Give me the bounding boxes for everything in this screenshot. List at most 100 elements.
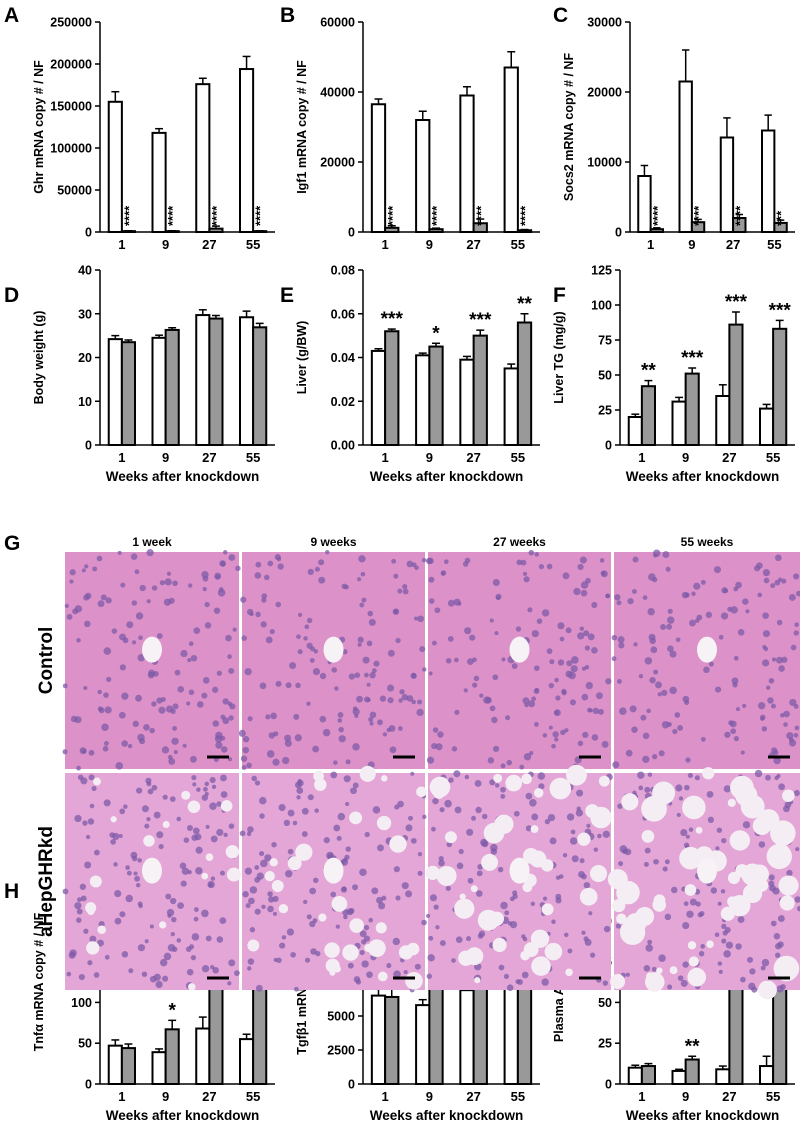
- nucleus: [122, 637, 129, 644]
- nucleus: [762, 630, 771, 638]
- nucleus: [84, 861, 92, 869]
- panel-letter: B: [280, 4, 295, 27]
- nucleus: [537, 772, 546, 780]
- nucleus: [677, 725, 684, 731]
- nucleus: [402, 584, 408, 590]
- nucleus: [583, 630, 590, 637]
- nucleus: [595, 692, 603, 700]
- lipid-droplet: [770, 820, 796, 846]
- nucleus: [304, 957, 311, 963]
- significance: ****: [385, 205, 400, 226]
- nucleus: [740, 976, 746, 983]
- nucleus: [597, 708, 604, 715]
- nucleus: [333, 824, 341, 832]
- nucleus: [220, 735, 226, 741]
- nucleus: [210, 835, 218, 843]
- nucleus: [733, 736, 740, 742]
- nucleus: [272, 911, 277, 916]
- nucleus: [555, 875, 561, 880]
- bar: [684, 372, 700, 447]
- nucleus: [255, 611, 261, 618]
- nucleus: [146, 549, 154, 557]
- nucleus: [567, 948, 573, 954]
- nucleus: [775, 952, 781, 958]
- lipid-droplet: [381, 775, 388, 782]
- significance: **: [517, 294, 532, 315]
- nucleus: [170, 931, 175, 937]
- bar: [164, 1028, 180, 1086]
- x-tick-label: 27: [202, 1089, 216, 1104]
- nucleus: [168, 758, 176, 765]
- nucleus: [354, 672, 361, 678]
- nucleus: [79, 747, 87, 755]
- y-axis-label: Liver TG (mg/g): [552, 311, 566, 403]
- nucleus: [577, 563, 584, 571]
- y-tick-label: 100: [71, 996, 92, 1010]
- nucleus: [101, 723, 109, 732]
- nucleus: [261, 597, 267, 603]
- lipid-droplet: [585, 804, 600, 818]
- nucleus: [687, 772, 693, 779]
- micrograph: [425, 549, 612, 770]
- lipid-droplet: [470, 885, 478, 893]
- nucleus: [275, 680, 282, 687]
- nucleus: [491, 716, 498, 724]
- nucleus: [576, 789, 584, 797]
- nucleus: [737, 628, 745, 636]
- nucleus: [139, 738, 146, 745]
- nucleus: [306, 701, 311, 706]
- y-tick-label: 50: [598, 996, 612, 1010]
- nucleus: [554, 737, 559, 742]
- x-tick-label: 27: [722, 1089, 736, 1104]
- lipid-droplet: [641, 795, 667, 822]
- nucleus: [286, 928, 295, 936]
- nucleus: [336, 835, 342, 841]
- nucleus: [190, 955, 197, 961]
- nucleus: [583, 881, 591, 889]
- nucleus: [517, 979, 523, 985]
- bar: [627, 416, 643, 446]
- nucleus: [414, 963, 421, 970]
- nucleus: [147, 671, 155, 679]
- nucleus: [149, 975, 157, 983]
- lipid-droplet: [86, 941, 100, 955]
- nucleus: [761, 726, 768, 732]
- nucleus: [210, 876, 216, 881]
- nucleus: [783, 722, 788, 727]
- nucleus: [568, 671, 576, 680]
- y-tick-label: 0.04: [331, 351, 355, 365]
- y-tick-label: 10000: [587, 156, 622, 170]
- nucleus: [789, 698, 797, 707]
- nucleus: [172, 703, 179, 710]
- nucleus: [501, 657, 506, 662]
- lipid-droplet: [544, 942, 563, 961]
- nucleus: [91, 785, 97, 791]
- nucleus: [778, 665, 785, 672]
- nucleus: [319, 715, 327, 723]
- x-tick-label: 1: [638, 450, 645, 465]
- nucleus: [534, 552, 540, 557]
- nucleus: [746, 956, 754, 963]
- lipid-droplet: [314, 778, 327, 791]
- x-tick-label: 9: [682, 450, 689, 465]
- nucleus: [389, 746, 397, 754]
- nucleus: [290, 951, 296, 958]
- nucleus: [283, 819, 291, 827]
- nucleus: [547, 813, 556, 822]
- nucleus: [500, 763, 506, 769]
- nucleus: [647, 772, 653, 777]
- nucleus: [453, 598, 461, 606]
- nucleus: [788, 593, 796, 601]
- y-tick-label: 10: [78, 395, 92, 409]
- nucleus: [552, 731, 559, 738]
- nucleus: [379, 695, 387, 702]
- bar: [428, 345, 444, 446]
- panel-letter: G: [4, 532, 20, 555]
- nucleus: [669, 686, 677, 695]
- nucleus: [264, 854, 272, 862]
- nucleus: [117, 550, 122, 555]
- nucleus: [138, 635, 143, 641]
- panel-letter: H: [4, 880, 19, 903]
- nucleus: [562, 852, 568, 858]
- nucleus: [303, 636, 308, 641]
